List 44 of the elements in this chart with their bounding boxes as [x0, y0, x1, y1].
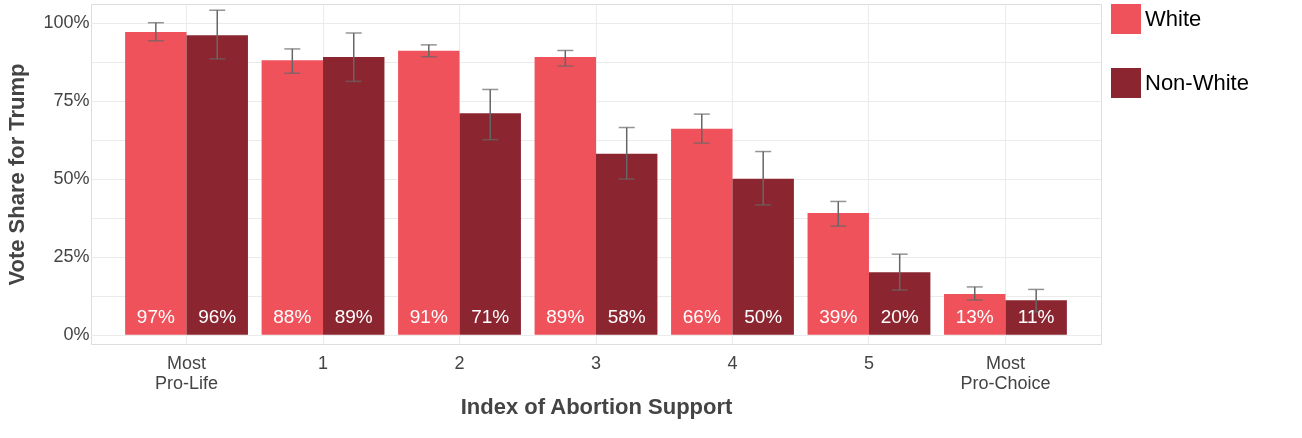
bar: [732, 178, 794, 335]
legend-label: White: [1145, 6, 1202, 31]
legend-label: Non-White: [1145, 70, 1249, 95]
x-tick-label: 3: [590, 352, 602, 373]
data-label: 13%: [955, 305, 994, 327]
bar: [671, 128, 733, 335]
bar: [807, 212, 869, 335]
bar: [944, 294, 1006, 335]
data-label: 66%: [682, 305, 721, 327]
bar: [1005, 300, 1067, 335]
bar: [534, 57, 596, 335]
bar: [323, 57, 385, 335]
bar: [868, 272, 931, 335]
y-tick-label: 100%: [43, 12, 90, 33]
bar: [261, 60, 324, 335]
data-label: 20%: [880, 305, 919, 327]
x-tick-label: 1: [318, 352, 329, 373]
x-tick-label: Most Pro-Choice: [960, 352, 1051, 393]
y-axis-title: Vote Share for Trump: [4, 63, 30, 286]
data-label: 97%: [136, 305, 175, 327]
data-label: 89%: [334, 305, 373, 327]
data-label: 50%: [744, 305, 783, 327]
data-label: 58%: [607, 305, 646, 327]
x-tick-label: Most Pro-Life: [155, 352, 219, 393]
y-tick-label: 50%: [53, 168, 90, 189]
x-tick-label: 5: [863, 352, 874, 373]
data-label: 71%: [471, 305, 510, 327]
x-tick-label: 2: [454, 352, 465, 373]
x-tick-label: 4: [727, 352, 738, 373]
data-label: 89%: [546, 305, 585, 327]
bar: [596, 153, 658, 335]
y-tick-label: 25%: [53, 246, 90, 267]
bar: [398, 50, 460, 335]
bar: [125, 32, 187, 335]
y-tick-label: 75%: [53, 90, 90, 111]
data-label: 96%: [198, 305, 237, 327]
data-label: 88%: [273, 305, 312, 327]
data-label: 91%: [409, 305, 448, 327]
y-tick-label: 0%: [63, 324, 90, 345]
bar: [186, 35, 248, 335]
x-axis-title: Index of Abortion Support: [460, 393, 734, 419]
data-label: 11%: [1017, 305, 1055, 327]
bar: [459, 113, 521, 335]
data-label: 39%: [819, 305, 858, 327]
